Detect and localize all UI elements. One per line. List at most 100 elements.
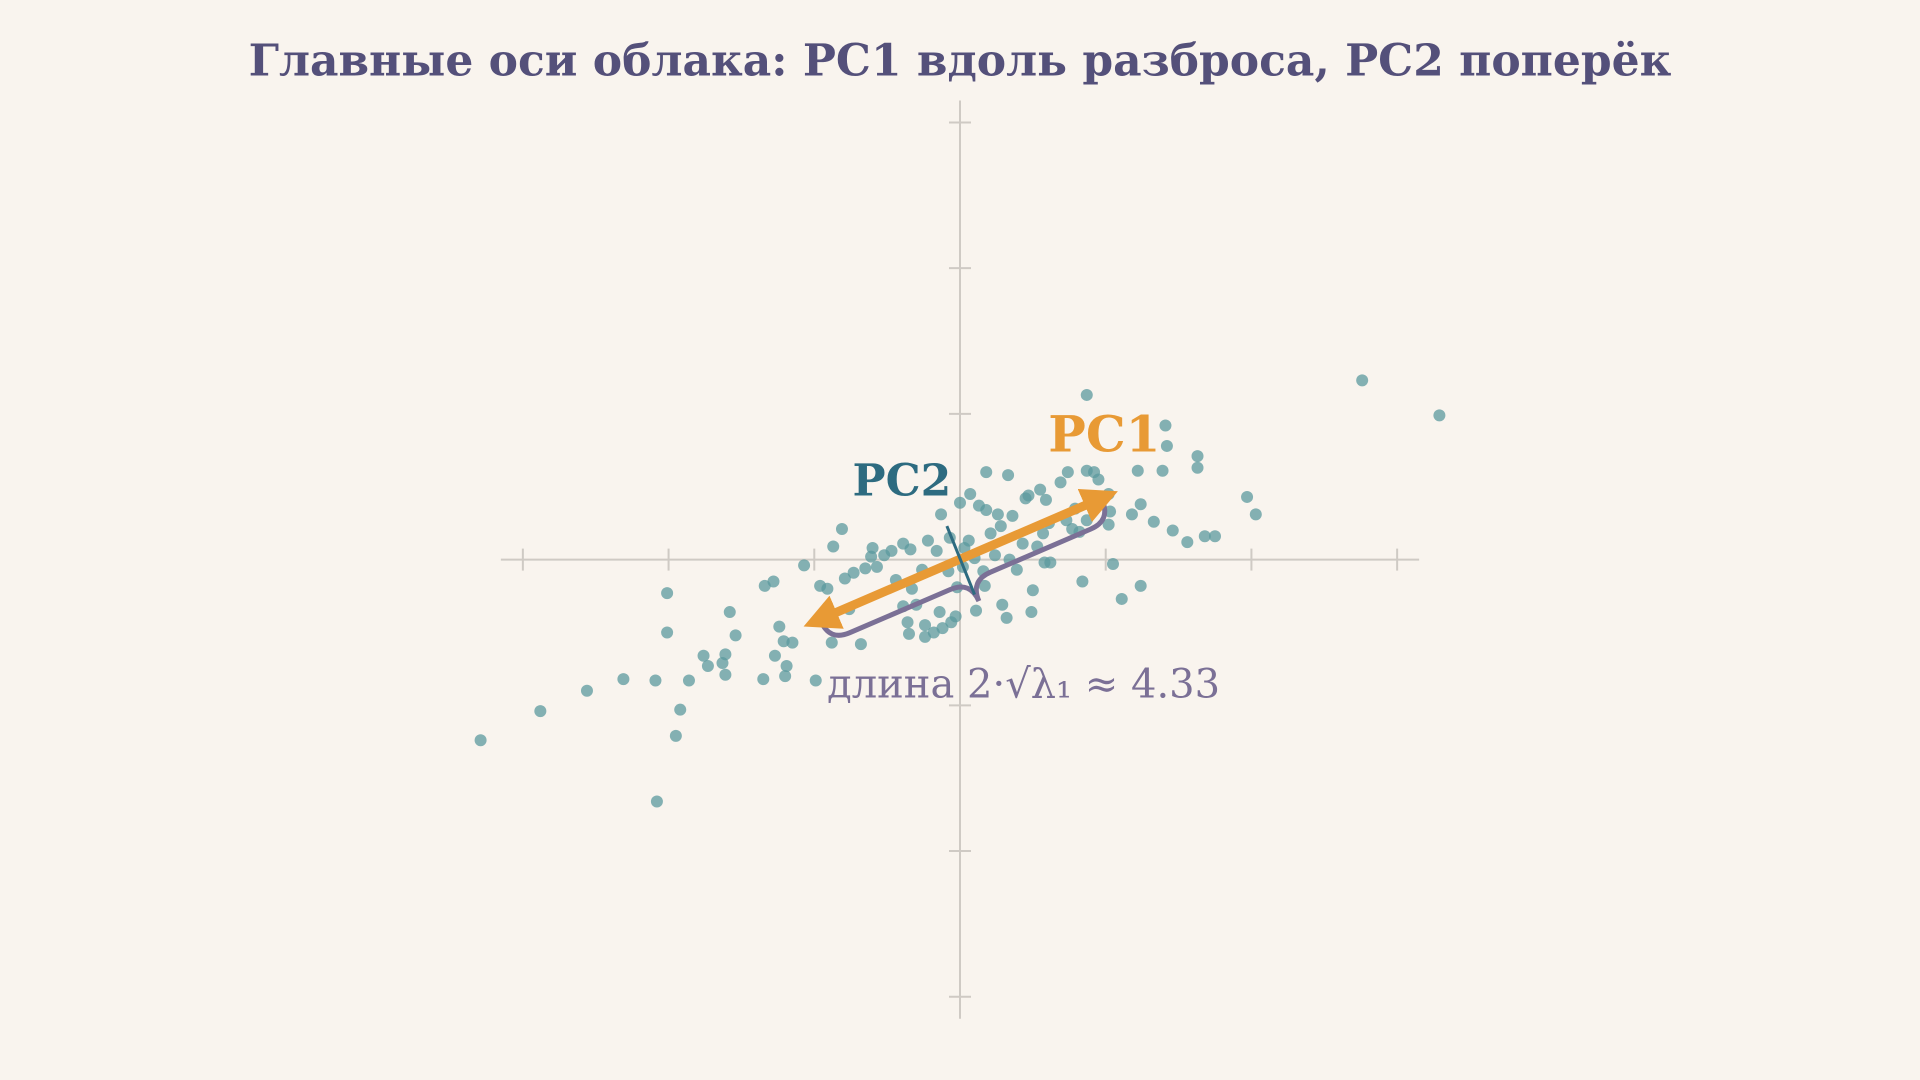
point [996, 598, 1009, 611]
point [988, 549, 1001, 562]
point [729, 629, 742, 642]
point [994, 520, 1007, 533]
point [1102, 488, 1115, 501]
point [854, 638, 867, 651]
point [1034, 483, 1047, 496]
point [780, 659, 793, 672]
point [767, 575, 780, 588]
point [1025, 606, 1038, 619]
point [1181, 536, 1194, 549]
length-label: длина 2·√λ₁ ≈ 4.33 [827, 661, 1220, 707]
point [474, 734, 487, 747]
point [1356, 374, 1369, 387]
point [1160, 439, 1173, 452]
point [970, 604, 983, 617]
point [1080, 514, 1093, 527]
point [935, 508, 948, 521]
pc2-axis [945, 525, 976, 596]
point [921, 534, 934, 547]
point [1125, 508, 1138, 521]
point [757, 673, 770, 686]
point [870, 560, 883, 573]
point [954, 496, 966, 509]
point [661, 626, 674, 639]
point [885, 544, 898, 557]
point [1044, 556, 1057, 569]
point [1433, 409, 1446, 422]
point [1156, 464, 1169, 477]
point [786, 636, 799, 649]
point [1002, 469, 1015, 482]
point [1080, 388, 1093, 401]
point [719, 648, 732, 661]
point [1039, 493, 1052, 506]
pc2-label: PC2 [853, 456, 952, 507]
point [1134, 579, 1147, 592]
point [1016, 537, 1029, 550]
point [901, 616, 914, 629]
point [719, 668, 732, 681]
point [866, 541, 879, 554]
point [1076, 575, 1089, 588]
point [1209, 530, 1221, 543]
point [1000, 611, 1013, 624]
point [1115, 592, 1128, 605]
point [669, 729, 682, 742]
point [980, 504, 993, 517]
point [1147, 515, 1160, 528]
point [980, 466, 993, 479]
point [674, 703, 687, 716]
point [580, 684, 593, 697]
point [991, 508, 1004, 521]
point [835, 523, 848, 535]
point [964, 488, 977, 501]
point [1249, 508, 1262, 521]
point [962, 534, 975, 547]
point [779, 670, 792, 683]
point [1107, 557, 1119, 570]
chart-title: Главные оси облака: PC1 вдоль разброса, … [249, 36, 1672, 87]
point [1010, 563, 1023, 576]
point [701, 659, 714, 672]
pc1-label: PC1 [1048, 404, 1160, 463]
point [1191, 461, 1204, 474]
point [1134, 498, 1147, 511]
point [650, 795, 663, 808]
point [773, 620, 786, 633]
point [1159, 419, 1172, 432]
point [1022, 489, 1035, 502]
point [697, 649, 710, 662]
point [1006, 509, 1019, 522]
point [534, 705, 547, 718]
point [1092, 473, 1105, 486]
point [827, 540, 840, 553]
point [682, 674, 695, 687]
point [984, 527, 997, 540]
point [847, 566, 860, 579]
point [617, 673, 630, 686]
annotations: PC1 PC2 длина 2·√λ₁ ≈ 4.33 [803, 400, 1224, 711]
point [1131, 464, 1144, 477]
point [904, 543, 917, 556]
point [933, 606, 946, 619]
point [798, 559, 811, 572]
point [1198, 530, 1211, 543]
point [1054, 476, 1067, 489]
point [1026, 584, 1039, 597]
point [859, 562, 872, 575]
point [649, 674, 662, 687]
point [930, 544, 943, 557]
point [768, 649, 781, 662]
point [1191, 450, 1204, 463]
point [949, 610, 962, 623]
point [825, 636, 838, 649]
point [723, 606, 736, 619]
point [1166, 524, 1179, 537]
point [1241, 490, 1254, 503]
point [821, 582, 834, 595]
point [661, 587, 674, 600]
point [809, 674, 822, 687]
point [1061, 466, 1074, 479]
